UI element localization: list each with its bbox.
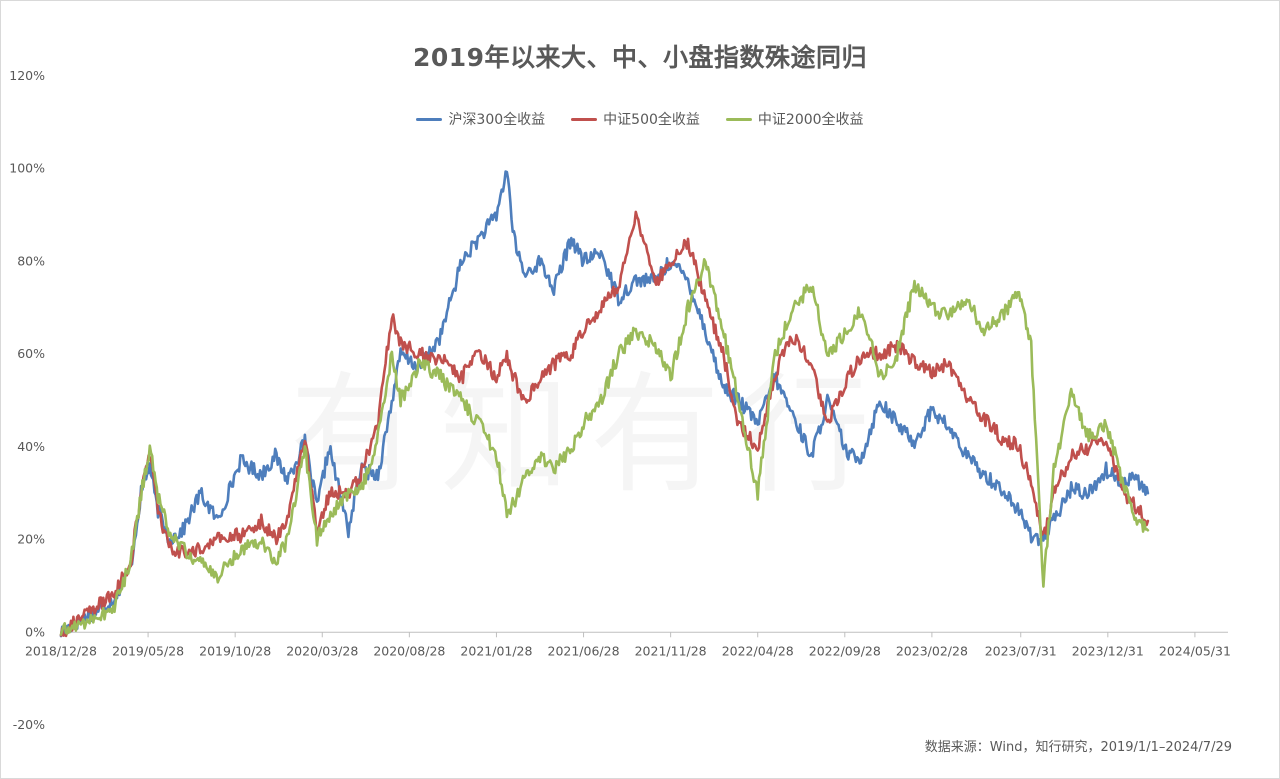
x-tick-label: 2019/10/28 (199, 643, 271, 658)
y-tick-label: 0% (25, 624, 45, 639)
x-tick-label: 2023/02/28 (896, 643, 968, 658)
x-tick-label: 2021/06/28 (548, 643, 620, 658)
legend-label-hs300: 沪深300全收益 (448, 112, 546, 128)
source-note: 数据来源：Wind，知行研究，2019/1/1–2024/7/29 (924, 740, 1232, 755)
y-tick-label: 100% (9, 161, 45, 176)
x-tick-label: 2024/05/31 (1159, 643, 1231, 658)
legend-item-hs300: 沪深300全收益 (416, 109, 545, 129)
chart-title: 2019年以来大、中、小盘指数殊途同归 (412, 43, 868, 72)
x-tick-label: 2022/04/28 (722, 643, 794, 658)
chart-legend: 沪深300全收益 中证500全收益 中证2000全收益 (0, 109, 1280, 129)
legend-swatch-hs300 (416, 117, 443, 121)
x-tick-label: 2022/09/28 (809, 643, 881, 658)
legend-swatch-zz500 (571, 117, 598, 121)
x-tick-label: 2018/12/28 (25, 643, 97, 658)
y-tick-label: -20% (13, 717, 45, 732)
x-tick-label: 2023/12/31 (1072, 643, 1144, 658)
legend-label-zz2000: 中证2000全收益 (757, 112, 864, 128)
x-tick-label: 2021/11/28 (635, 643, 707, 658)
y-tick-label: 120% (9, 68, 45, 83)
y-tick-label: 20% (17, 532, 45, 547)
legend-label-zz500: 中证500全收益 (603, 112, 700, 128)
x-tick-label: 2021/01/28 (460, 643, 532, 658)
series-line-1 (59, 210, 1150, 638)
y-tick-label: 60% (17, 346, 45, 361)
legend-item-zz500: 中证500全收益 (571, 109, 700, 129)
y-tick-label: 40% (17, 439, 45, 454)
series-line-0 (59, 170, 1150, 638)
x-tick-label: 2019/05/28 (112, 643, 184, 658)
y-tick-label: 80% (17, 253, 45, 268)
x-tick-label: 2020/08/28 (373, 643, 445, 658)
legend-item-zz2000: 中证2000全收益 (725, 109, 864, 129)
x-tick-label: 2023/07/31 (985, 643, 1057, 658)
x-tick-label: 2020/03/28 (286, 643, 358, 658)
series-line-2 (59, 258, 1150, 636)
legend-swatch-zz2000 (725, 117, 752, 121)
